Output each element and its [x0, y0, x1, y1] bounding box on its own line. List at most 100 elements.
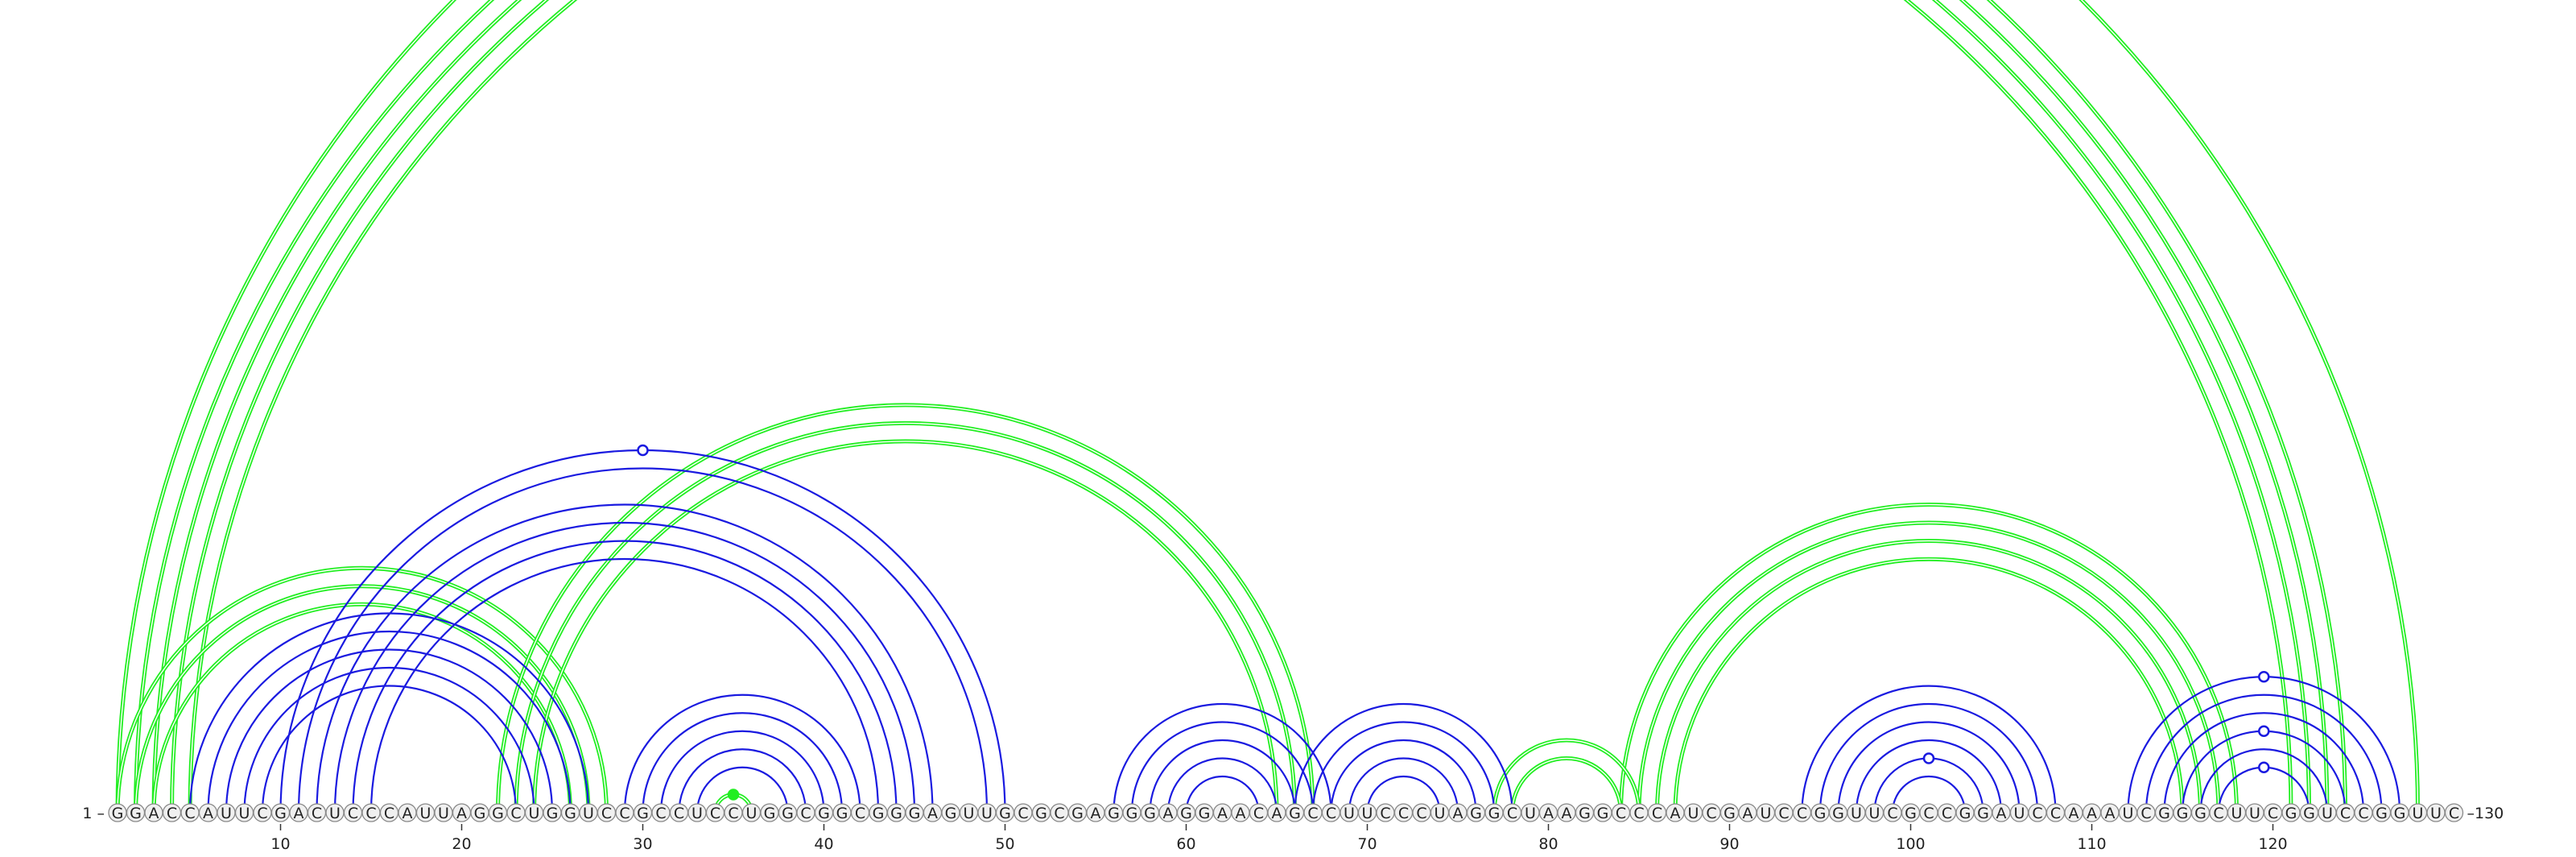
- nucleotide-letter: C: [728, 805, 738, 822]
- nucleotide-letter: G: [945, 805, 957, 822]
- nucleotide-letter: C: [1633, 805, 1644, 822]
- nucleotide: U: [2246, 804, 2264, 822]
- nucleotide: C: [2137, 804, 2155, 822]
- green-arc: [136, 586, 589, 813]
- nucleotide: C: [1630, 804, 1648, 822]
- nucleotide-letter: C: [384, 805, 394, 822]
- nucleotide: A: [453, 804, 471, 822]
- nucleotide: A: [924, 804, 942, 822]
- nucleotide: C: [362, 804, 380, 822]
- nucleotide: C: [2355, 804, 2372, 822]
- nucleotide-letter: C: [1652, 805, 1662, 822]
- nucleotide: C: [1794, 804, 1811, 822]
- nucleotide-letter: C: [1018, 805, 1028, 822]
- nucleotide: C: [852, 804, 869, 822]
- nucleotide-letter: C: [1942, 805, 1952, 822]
- green-arcs-layer: [118, 0, 2418, 813]
- nucleotide-letter: A: [1743, 805, 1753, 822]
- nucleotide-letter: A: [294, 805, 304, 822]
- nucleotide: A: [1087, 804, 1104, 822]
- nucleotide-letter: U: [746, 805, 758, 822]
- nucleotide: U: [1431, 804, 1449, 822]
- nucleotide-letter: U: [2322, 805, 2333, 822]
- nucleotide: U: [978, 804, 996, 822]
- nucleotide-letter: A: [1236, 805, 1246, 822]
- nucleotide-letter: U: [1869, 805, 1880, 822]
- tick: 110: [2077, 824, 2106, 853]
- nucleotide-letter: C: [365, 805, 376, 822]
- nucleotide-letter: U: [420, 805, 431, 822]
- nucleotide: G: [1956, 804, 1974, 822]
- nucleotide-letter: U: [583, 805, 594, 822]
- nucleotide: U: [1359, 804, 1377, 822]
- blue-arc: [1839, 722, 2020, 813]
- nucleotide-letter: C: [655, 805, 666, 822]
- tick-label: 10: [270, 835, 290, 853]
- nucleotide: U: [2011, 804, 2029, 822]
- nucleotide-letter: U: [1344, 805, 1355, 822]
- nucleotide-letter: C: [1380, 805, 1390, 822]
- nucleotide: G: [1485, 804, 1503, 822]
- nucleotide: U: [1866, 804, 1884, 822]
- nucleotide: C: [1051, 804, 1068, 822]
- nucleotide-letter: A: [149, 805, 159, 822]
- nucleotide: G: [869, 804, 887, 822]
- nucleotide: U: [1757, 804, 1775, 822]
- arc-marker-icon: [2259, 672, 2268, 681]
- nucleotide-letter: G: [1108, 805, 1120, 822]
- nucleotide-letter: C: [1416, 805, 1426, 822]
- nucleotide-letter: C: [1253, 805, 1264, 822]
- nucleotide: C: [724, 804, 742, 822]
- tick-label: 90: [1719, 835, 1739, 853]
- nucleotide: U: [2120, 804, 2137, 822]
- green-arc: [498, 405, 1314, 813]
- nucleotide-letter: G: [492, 805, 504, 822]
- nucleotide-letter: A: [203, 805, 213, 822]
- green-arc: [172, 0, 2310, 813]
- nucleotide-letter: C: [601, 805, 612, 822]
- nucleotide: U: [2427, 804, 2445, 822]
- nucleotide-letter: G: [1180, 805, 1192, 822]
- nucleotide-letter: A: [1163, 805, 1174, 822]
- nucleotide: G: [2282, 804, 2300, 822]
- nucleotide-letter: C: [1507, 805, 1517, 822]
- tick-label: 100: [1896, 835, 1925, 853]
- nucleotide: U: [526, 804, 543, 822]
- blue-arc: [262, 686, 516, 814]
- tick-label: 30: [633, 835, 652, 853]
- nucleotide: G: [1811, 804, 1829, 822]
- nucleotide: C: [707, 804, 724, 822]
- nucleotide-letter: C: [2140, 805, 2151, 822]
- nucleotide-letter: U: [1688, 805, 1699, 822]
- nucleotide: A: [1992, 804, 2010, 822]
- nucleotide: G: [2391, 804, 2409, 822]
- nucleotide-letter: U: [1435, 805, 1446, 822]
- nucleotide-letter: G: [2194, 805, 2207, 822]
- nucleotide: G: [761, 804, 778, 822]
- nucleotide-letter: C: [2050, 805, 2061, 822]
- nucleotide-letter: C: [1778, 805, 1789, 822]
- nucleotide: C: [1304, 804, 1322, 822]
- arc-marker-icon: [729, 790, 738, 800]
- nucleotide-letter: U: [1525, 805, 1536, 822]
- blue-arc: [2128, 677, 2401, 813]
- nucleotide-letter: U: [2430, 805, 2442, 822]
- nucleotide: G: [1902, 804, 1920, 822]
- tick: 40: [814, 824, 833, 853]
- nucleotide: G: [2192, 804, 2210, 822]
- tick: 100: [1896, 824, 1925, 853]
- nucleotide: G: [1576, 804, 1594, 822]
- tick: 30: [633, 824, 652, 853]
- nucleotide-letter: G: [2158, 805, 2170, 822]
- nucleotide: U: [217, 804, 235, 822]
- nucleotide: G: [888, 804, 906, 822]
- nucleotide-letter: G: [1597, 805, 1609, 822]
- nucleotide-letter: G: [1724, 805, 1736, 822]
- nucleotide-letter: G: [1905, 805, 1917, 822]
- nucleotide: C: [1395, 804, 1413, 822]
- nucleotide: U: [1521, 804, 1539, 822]
- nucleotide-letter: C: [1326, 805, 1336, 822]
- nucleotide-letter: C: [1887, 805, 1897, 822]
- nucleotide: C: [1377, 804, 1394, 822]
- nucleotide-letter: A: [456, 805, 467, 822]
